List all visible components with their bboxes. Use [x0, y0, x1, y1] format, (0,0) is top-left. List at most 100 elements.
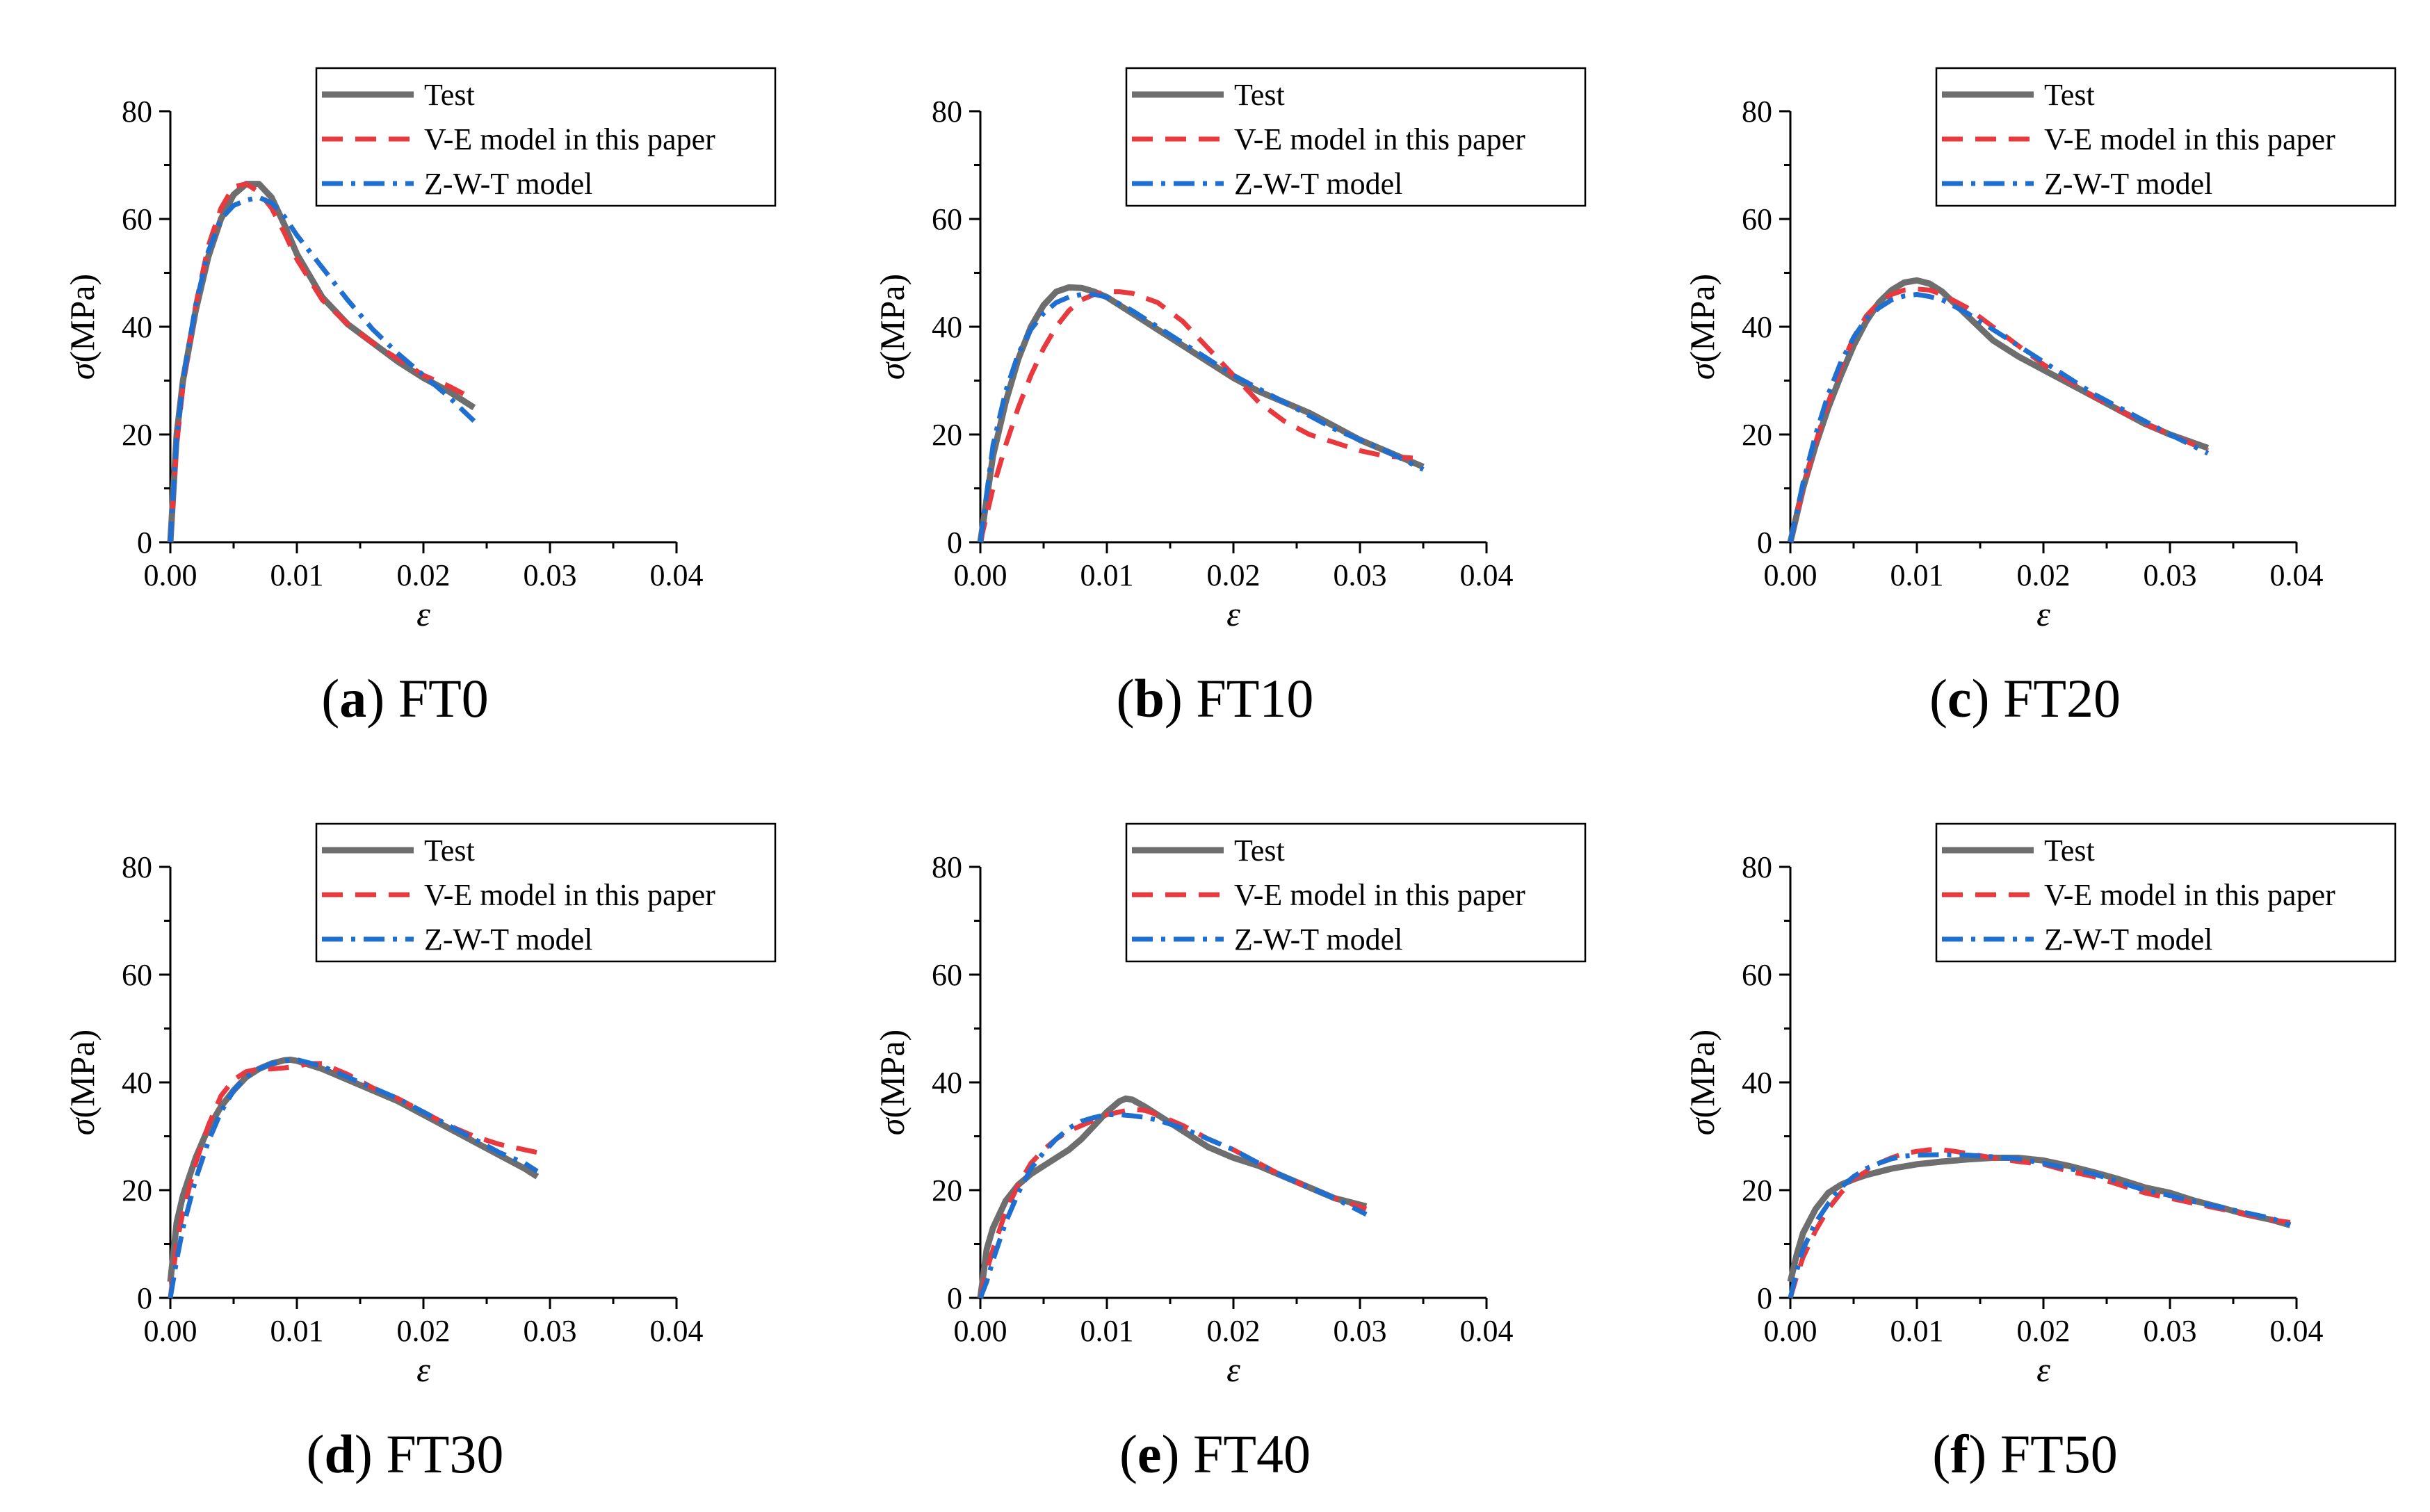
x-tick-label: 0.02	[2017, 558, 2071, 592]
series-line-test	[1787, 1155, 2292, 1283]
x-axis-label: ε	[416, 1350, 430, 1389]
chart-panel-e: 0.00 0.01 0.02 0.03 0.04 0 20 40 60 80 ε σ(MPa) Test…	[810, 756, 1620, 1511]
chart-svg-d: 0.00 0.01 0.02 0.03 0.04 0 20 40 60 80 ε σ(MPa) Test…	[63, 822, 777, 1389]
series-line-ve-model	[1788, 286, 2209, 543]
y-tick-label: 40	[1742, 310, 1772, 344]
y-axis-unit: (MPa)	[63, 274, 102, 363]
y-axis-unit: (MPa)	[63, 1030, 102, 1119]
y-axis-unit: (MPa)	[873, 274, 912, 363]
legend-label: Test	[424, 834, 475, 868]
y-tick-label: 60	[122, 958, 152, 992]
y-tick-label: 40	[122, 1066, 152, 1100]
caption-letter: d	[324, 1424, 355, 1484]
x-tick-label: 0.01	[1080, 558, 1134, 592]
chart-panel-f: 0.00 0.01 0.02 0.03 0.04 0 20 40 60 80 ε σ(MPa) Test…	[1620, 756, 2430, 1511]
chart-svg-b: 0.00 0.01 0.02 0.03 0.04 0 20 40 60 80 ε σ(MPa) Test…	[873, 67, 1587, 633]
y-tick-label: 80	[1742, 850, 1772, 884]
x-tick-label: 0.04	[2270, 1314, 2324, 1348]
legend-label: V-E model in this paper	[1234, 878, 1525, 912]
series-line-zwt-model	[1788, 1152, 2292, 1299]
y-tick-label: 0	[1757, 526, 1772, 560]
chart-panel-d: 0.00 0.01 0.02 0.03 0.04 0 20 40 60 80 ε σ(MPa) Test…	[0, 756, 810, 1511]
x-tick-label: 0.00	[954, 1314, 1007, 1348]
y-axis-symbol: σ	[873, 361, 912, 380]
y-tick-label: 20	[1742, 1173, 1772, 1208]
y-axis-label: σ(MPa)	[63, 274, 102, 380]
x-tick-label: 0.04	[2270, 558, 2324, 592]
y-axis-label: σ(MPa)	[63, 1030, 102, 1135]
legend-label: V-E model in this paper	[424, 122, 715, 156]
chart-svg-e: 0.00 0.01 0.02 0.03 0.04 0 20 40 60 80 ε σ(MPa) Test…	[873, 822, 1587, 1389]
x-tick-label: 0.04	[1460, 558, 1514, 592]
x-tick-label: 0.03	[1334, 558, 1387, 592]
legend-label: Z-W-T model	[1234, 922, 1402, 957]
x-tick-label: 0.04	[650, 558, 704, 592]
legend-label: Test	[1234, 78, 1285, 112]
legend: Test V-E model in this paper Z-W-T model	[1935, 822, 2397, 963]
series-line-test	[977, 284, 1425, 543]
legend-label: Z-W-T model	[424, 167, 592, 201]
y-tick-label: 60	[122, 202, 152, 236]
y-tick-label: 0	[137, 1281, 152, 1315]
series-line-ve-model	[978, 289, 1424, 543]
chart-panel-a: 0.00 0.01 0.02 0.03 0.04 0 20 40 60 80 ε σ(MPa) Test…	[0, 0, 810, 756]
y-tick-label: 60	[932, 958, 962, 992]
x-tick-label: 0.03	[2144, 558, 2197, 592]
y-tick-label: 80	[122, 850, 152, 884]
x-tick-label: 0.01	[270, 558, 324, 592]
x-tick-label: 0.03	[524, 1314, 577, 1348]
caption-letter: b	[1134, 668, 1165, 729]
panel-caption: (c) FT20	[1929, 668, 2121, 729]
y-tick-label: 60	[932, 202, 962, 236]
x-axis-label: ε	[2036, 594, 2050, 633]
x-tick-label: 0.03	[2144, 1314, 2197, 1348]
y-tick-label: 0	[947, 526, 962, 560]
chart-svg-f: 0.00 0.01 0.02 0.03 0.04 0 20 40 60 80 ε σ(MPa) Test…	[1683, 822, 2397, 1389]
y-axis-label: σ(MPa)	[1683, 1030, 1722, 1135]
y-tick-label: 40	[932, 1066, 962, 1100]
legend: Test V-E model in this paper Z-W-T model	[315, 67, 777, 207]
x-axis-label: ε	[1226, 1350, 1240, 1389]
x-tick-label: 0.02	[2017, 1314, 2071, 1348]
legend: Test V-E model in this paper Z-W-T model	[1125, 822, 1587, 963]
legend-label: Test	[424, 78, 475, 112]
y-axis-symbol: σ	[873, 1116, 912, 1135]
chart-svg-c: 0.00 0.01 0.02 0.03 0.04 0 20 40 60 80 ε σ(MPa) Test…	[1683, 67, 2397, 633]
panel-caption: (b) FT10	[1116, 668, 1314, 729]
caption-name: FT40	[1193, 1424, 1311, 1484]
series-line-ve-model	[978, 1107, 1368, 1299]
caption-letter: c	[1947, 668, 1972, 729]
y-tick-label: 40	[932, 310, 962, 344]
legend-label: V-E model in this paper	[1234, 122, 1525, 156]
y-tick-label: 0	[947, 1281, 962, 1315]
y-tick-label: 20	[1742, 418, 1772, 452]
series-line-ve-model	[1788, 1147, 2291, 1299]
caption-name: FT20	[2003, 668, 2121, 729]
x-tick-label: 0.00	[954, 558, 1007, 592]
x-tick-label: 0.00	[1764, 558, 1817, 592]
y-axis-symbol: σ	[63, 361, 102, 380]
x-tick-label: 0.02	[397, 1314, 451, 1348]
y-tick-label: 20	[122, 1173, 152, 1208]
x-tick-label: 0.01	[1080, 1314, 1134, 1348]
legend-label: Z-W-T model	[424, 922, 592, 957]
y-axis-label: σ(MPa)	[1683, 274, 1722, 380]
x-axis-label: ε	[416, 594, 430, 633]
y-tick-label: 80	[932, 850, 962, 884]
panel-caption: (d) FT30	[306, 1424, 504, 1484]
series-line-zwt-model	[1788, 292, 2210, 543]
x-tick-label: 0.01	[1890, 558, 1944, 592]
panel-caption: (e) FT40	[1119, 1424, 1311, 1484]
y-tick-label: 20	[932, 418, 962, 452]
y-tick-label: 20	[122, 418, 152, 452]
y-tick-label: 80	[932, 95, 962, 129]
x-tick-label: 0.01	[270, 1314, 324, 1348]
x-axis-label: ε	[1226, 594, 1240, 633]
chart-panel-c: 0.00 0.01 0.02 0.03 0.04 0 20 40 60 80 ε σ(MPa) Test…	[1620, 0, 2430, 756]
caption-letter: f	[1950, 1424, 1969, 1484]
legend-label: Z-W-T model	[2044, 922, 2212, 957]
y-tick-label: 20	[932, 1173, 962, 1208]
series-line-zwt-model	[168, 195, 476, 543]
panel-caption: (a) FT0	[321, 668, 489, 729]
